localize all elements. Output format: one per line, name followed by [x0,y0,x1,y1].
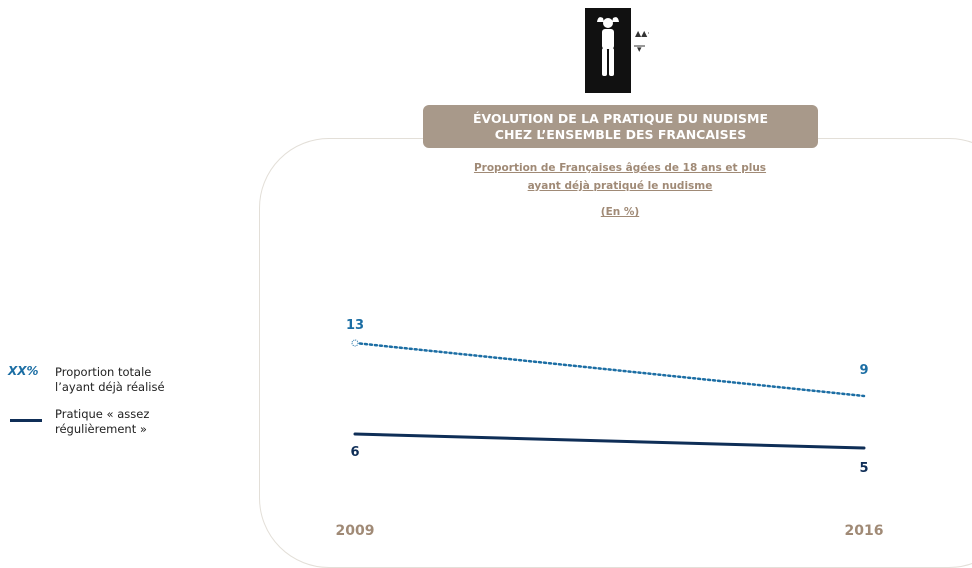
person-lying-icon: ▲▲· ▾ [583,8,665,93]
chart-subtitle-line2: ayant déjà pratiqué le nudisme [527,180,713,192]
x-tick-label: 2016 [845,523,884,539]
series-line-total [353,341,866,398]
legend-total-label-line2: l’ayant déjà réalisé [55,380,165,394]
legend-regular-swatch [10,419,42,422]
legend-total-label-line1: Proportion totale [55,365,152,379]
chart-title: ÉVOLUTION DE LA PRATIQUE DU NUDISME CHEZ… [423,105,818,148]
data-label: 13 [346,318,364,333]
x-tick-label: 2009 [336,523,375,539]
legend-total-marker: XX% [8,364,39,378]
legend-regular-label-line1: Pratique « assez [55,407,150,421]
chart-subtitle-line1: Proportion de Françaises âgées de 18 ans… [473,162,767,174]
line-chart: 13 9 6 5 2009 2016 [336,318,884,539]
svg-text:▾: ▾ [637,45,642,55]
svg-text:▲▲·: ▲▲· [635,29,650,38]
data-label: 5 [859,461,868,476]
data-label: 6 [350,445,359,460]
chart-unit: (En %) [600,206,640,218]
legend-regular-label-line2: régulièrement » [55,422,147,436]
series-line-regular [353,432,866,450]
chart-title-line2: CHEZ L’ENSEMBLE DES FRANCAISES [494,126,747,142]
chart-title-line1: ÉVOLUTION DE LA PRATIQUE DU NUDISME [473,110,768,126]
series-start-point [351,339,359,347]
data-label: 9 [859,363,868,378]
